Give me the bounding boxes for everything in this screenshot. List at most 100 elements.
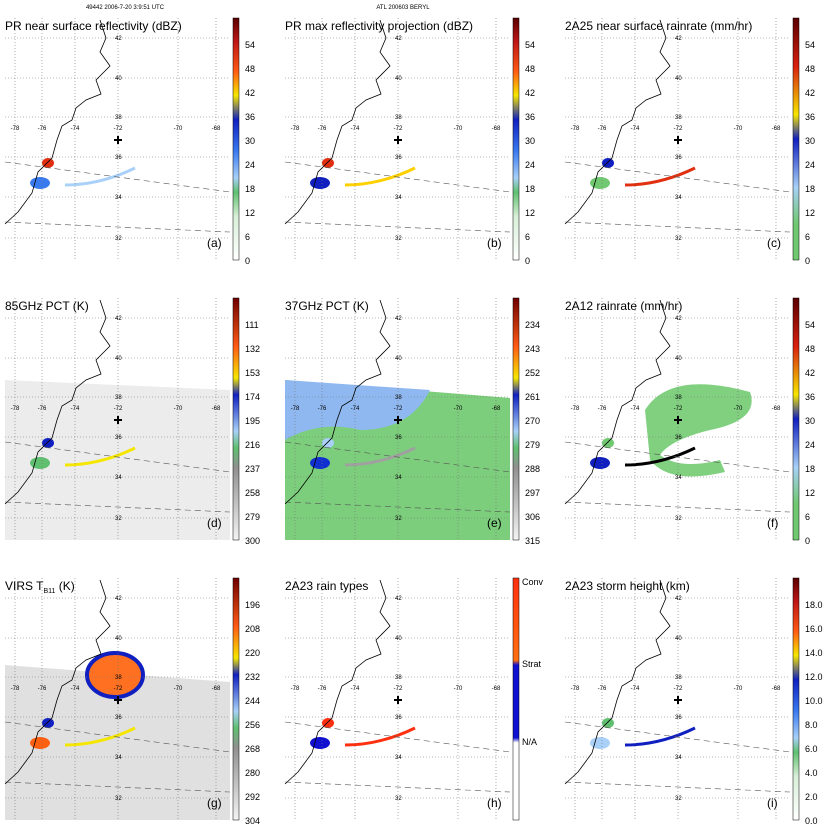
orbit-edge [564,221,791,233]
colorbar-label: 6 [805,512,810,522]
lon-label: -72 [674,126,683,132]
colorbar-label: 12 [525,208,535,218]
lon-label: -70 [454,406,463,412]
colorbar-label: 24 [245,160,255,170]
colorbar-label: 270 [525,416,540,426]
lat-label: 38 [115,395,122,401]
colorbar [232,297,240,541]
colorbar-label: 304 [245,816,260,826]
lon-label: -72 [114,126,123,132]
colorbar-label: 36 [805,112,815,122]
colorbar-label: 0 [525,256,530,266]
lat-label: 42 [115,316,122,322]
lon-label: -76 [318,686,327,692]
colorbar-label: N/A [522,737,537,747]
colorbar [512,577,520,821]
lon-label: -70 [734,126,743,132]
lon-label: -70 [174,406,183,412]
lat-label: 34 [675,195,682,201]
colorbar-label: 6 [805,232,810,242]
lon-label: -72 [394,686,403,692]
panel-label: (f) [767,516,778,530]
orbit-edge [284,161,511,193]
lon-label: -72 [114,686,123,692]
lat-label: 42 [395,316,402,322]
colorbar-label: 48 [805,344,815,354]
panel: 42 40 38 36 34 32 -78 -76 -74 -72 -70 -68 2A25 near … [564,17,815,266]
panel-title: PR near surface reflectivity (dBZ) [5,19,182,33]
orbit-edge [564,781,791,793]
colorbar-label: 54 [245,40,255,50]
lon-label: -76 [598,686,607,692]
orbit-edge [4,161,231,193]
lon-label: -68 [212,126,221,132]
colorbar-label: 196 [245,600,260,610]
colorbar-label: 208 [245,624,260,634]
coastline [4,19,111,225]
colorbar-label: 36 [525,112,535,122]
lon-label: -68 [212,686,221,692]
lat-label: 36 [395,435,402,441]
storm-center [394,696,402,704]
rain-band [624,726,696,747]
orbit-edge [284,781,511,793]
lon-label: -74 [351,126,360,132]
panel: 42 40 38 36 34 32 -78 -76 -74 -72 -70 -68 37GHz PCT … [284,297,540,546]
lat-label: 38 [115,115,122,121]
orbit-edge [284,501,511,513]
panel: 42 40 38 36 34 32 -78 -76 -74 -72 -70 -68 PR near su… [4,17,255,266]
colorbar-label: 54 [805,320,815,330]
storm-center [394,136,402,144]
colorbar-label: 42 [245,88,255,98]
lat-label: 32 [395,236,402,242]
lat-label: 42 [395,596,402,602]
lat-label: 36 [395,155,402,161]
colorbar-label: 256 [245,720,260,730]
lon-label: -68 [492,686,501,692]
lat-label: 36 [115,435,122,441]
colorbar-label: 0 [805,536,810,546]
coastline [564,19,671,225]
coastline [4,579,111,785]
lat-label: 38 [395,675,402,681]
colorbar [512,297,520,541]
coastline [284,299,391,505]
lat-label: 40 [395,76,402,82]
colorbar [792,17,800,261]
header-left: 49442 2006-7-20 3:9:51 UTC [86,5,165,11]
lat-label: 40 [675,76,682,82]
panel-label: (i) [767,796,778,810]
colorbar-label: 24 [805,160,815,170]
colorbar-label: 315 [525,536,540,546]
panel-label: (c) [767,236,781,250]
panel-label: (a) [207,236,222,250]
storm-center [674,136,682,144]
colorbar-label: 111 [245,320,259,330]
lon-label: -74 [631,406,640,412]
lat-label: 36 [675,715,682,721]
lat-label: 42 [115,36,122,42]
colorbar-label: 54 [805,40,815,50]
lat-label: 34 [115,475,122,481]
lon-label: -70 [174,686,183,692]
rain [30,457,50,469]
colorbar-label: 0 [245,256,250,266]
colorbar-label: 292 [245,792,260,802]
lat-label: 36 [115,155,122,161]
lon-label: -68 [492,126,501,132]
lat-label: 40 [115,636,122,642]
colorbar-label: 54 [525,40,535,50]
colorbar-label: 279 [245,512,260,522]
lon-label: -76 [318,406,327,412]
coastline [284,19,391,225]
colorbar-label: 252 [525,368,540,378]
lon-label: -70 [734,406,743,412]
orbit-edge [4,441,231,473]
lon-label: -68 [772,406,781,412]
swath [5,380,230,540]
colorbar-label: 18 [805,464,815,474]
lon-label: -74 [631,126,640,132]
orbit-edge [564,721,791,753]
lon-label: -74 [71,686,80,692]
lat-label: 32 [675,236,682,242]
